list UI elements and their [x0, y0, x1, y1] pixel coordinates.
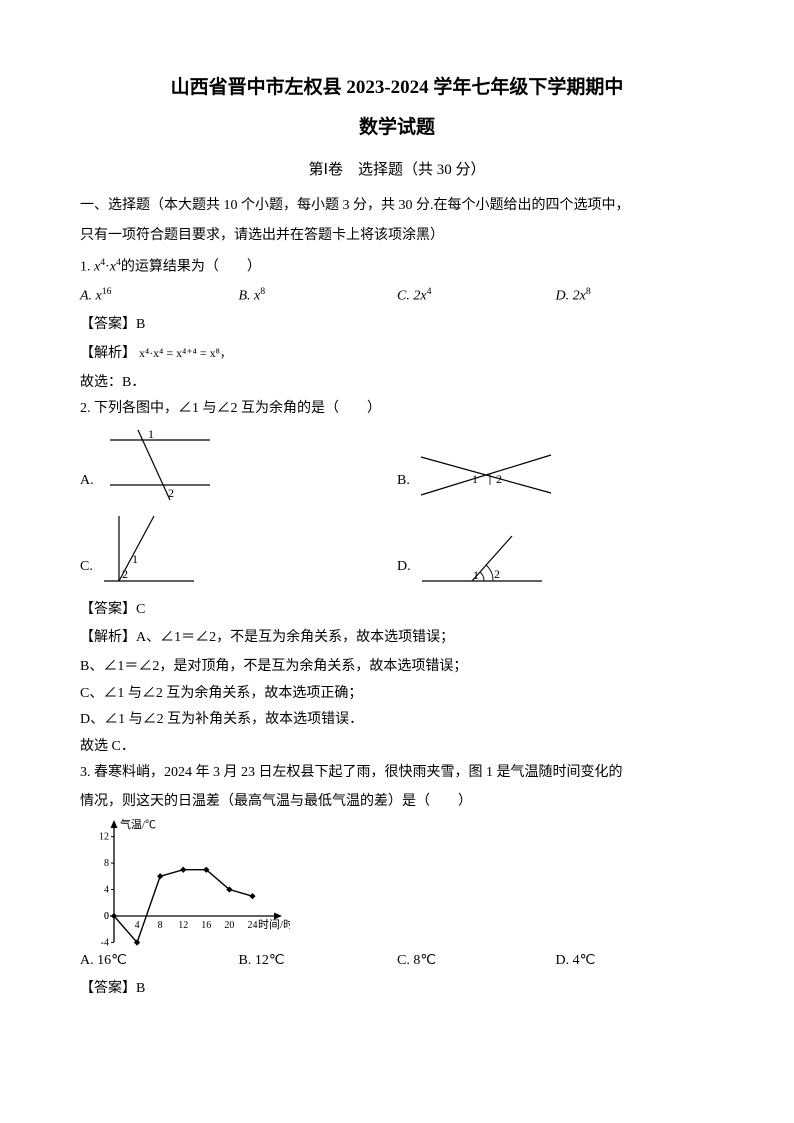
q2-expl-c: C、∠1 与∠2 互为余角关系，故本选项正确； [80, 681, 714, 708]
svg-text:4: 4 [104, 884, 109, 895]
instruction-line-2: 只有一项符合题目要求，请选出并在答题卡上将该项涂黑） [80, 223, 714, 250]
q2-figure-a: 1 2 [100, 425, 230, 505]
svg-text:2: 2 [122, 567, 128, 581]
q2-figure-b: 1 2 [416, 445, 556, 505]
q2-figrow-1: A. 1 2 B. 1 2 [80, 425, 714, 505]
q2-conclude: 故选 C． [80, 734, 714, 761]
q2-expl-a: 【解析】A、∠1＝∠2，不是互为余角关系，故本选项错误； [80, 625, 714, 652]
q1-stem: 1. x4·x4的运算结果为（ ） [80, 254, 714, 281]
q2-figrow-2: C. 1 2 D. 1 2 [80, 511, 714, 591]
q1-options: A. x16 B. x8 C. 2x4 D. 2x8 [80, 283, 714, 310]
q2-answer: 【答案】C [80, 597, 714, 624]
q2-expl-b: B、∠1＝∠2，是对顶角，不是互为余角关系，故本选项错误； [80, 654, 714, 681]
q1-conclude: 故选：B． [80, 370, 714, 397]
q1-option-a: A. x16 [80, 283, 239, 310]
q3-option-c: C. 8℃ [397, 948, 556, 975]
q1-option-c: C. 2x4 [397, 283, 556, 310]
q2-label-c: C. [80, 554, 93, 591]
svg-text:12: 12 [99, 831, 109, 842]
q3-option-d: D. 4℃ [556, 948, 715, 975]
svg-text:时间/时: 时间/时 [258, 918, 290, 931]
q2-figure-d: 1 2 [417, 531, 547, 591]
svg-text:12: 12 [178, 920, 188, 931]
q1-explanation: 【解析】 x⁴·x⁴ = x⁴⁺⁴ = x⁸， [80, 341, 714, 368]
q2-label-d: D. [397, 554, 411, 591]
q1-stem-post: 的运算结果为（ ） [121, 260, 261, 275]
instruction-line-1: 一、选择题（本大题共 10 个小题，每小题 3 分，共 30 分.在每个小题给出… [80, 193, 714, 220]
q1-option-d: D. 2x8 [556, 283, 715, 310]
q1-number: 1. [80, 260, 91, 275]
svg-text:气温/℃: 气温/℃ [120, 818, 156, 831]
q2-number: 2. [80, 401, 91, 416]
svg-text:8: 8 [104, 858, 109, 869]
q3-answer: 【答案】B [80, 976, 714, 1003]
q3-option-b: B. 12℃ [239, 948, 398, 975]
svg-text:1: 1 [148, 427, 154, 441]
svg-text:2: 2 [496, 472, 502, 486]
q3-options: A. 16℃ B. 12℃ C. 8℃ D. 4℃ [80, 948, 714, 975]
q2-figure-c: 1 2 [99, 511, 199, 591]
title-line-1: 山西省晋中市左权县 2023-2024 学年七年级下学期期中 [80, 70, 714, 106]
svg-text:1: 1 [472, 472, 478, 486]
svg-text:1: 1 [473, 568, 479, 582]
q1-option-b: B. x8 [239, 283, 398, 310]
section-header: 第Ⅰ卷 选择题（共 30 分） [80, 156, 714, 185]
q3-chart: -8-40481204812162024气温/℃时间/时 [80, 818, 290, 948]
title-line-2: 数学试题 [80, 110, 714, 146]
svg-text:24: 24 [247, 920, 257, 931]
svg-text:16: 16 [201, 920, 211, 931]
q1-answer: 【答案】B [80, 312, 714, 339]
svg-text:2: 2 [494, 567, 500, 581]
svg-text:4: 4 [135, 920, 140, 931]
svg-text:20: 20 [224, 920, 234, 931]
q2-label-a: A. [80, 468, 94, 505]
svg-text:0: 0 [104, 911, 109, 922]
q2-stem: 2. 下列各图中，∠1 与∠2 互为余角的是（ ） [80, 396, 714, 423]
q3-option-a: A. 16℃ [80, 948, 239, 975]
svg-text:2: 2 [168, 486, 174, 500]
q2-label-b: B. [397, 468, 410, 505]
q3-number: 3. [80, 765, 91, 780]
q3-stem-2: 情况，则这天的日温差（最高气温与最低气温的差）是（ ） [80, 789, 714, 816]
q3-stem-1: 3. 春寒料峭，2024 年 3 月 23 日左权县下起了雨，很快雨夹雪，图 1… [80, 760, 714, 787]
q2-expl-d: D、∠1 与∠2 互为补角关系，故本选项错误． [80, 707, 714, 734]
svg-text:-4: -4 [101, 937, 109, 948]
svg-text:8: 8 [158, 920, 163, 931]
svg-text:1: 1 [132, 552, 138, 566]
